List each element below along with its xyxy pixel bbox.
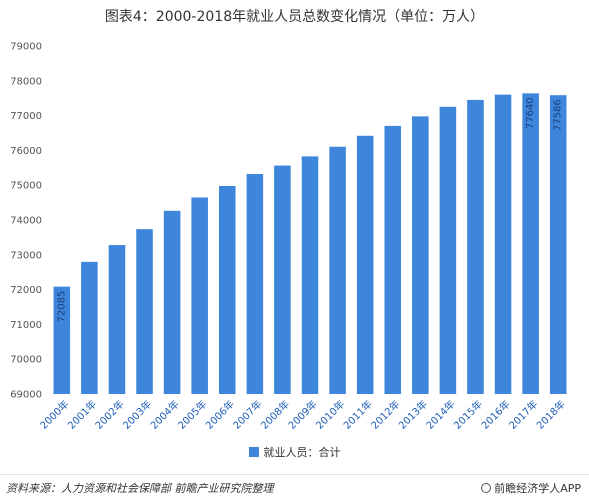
bar (356, 135, 374, 394)
bar (412, 116, 429, 395)
brand: 前瞻经济学人APP (481, 480, 581, 496)
x-tick-label: 2018年 (534, 397, 568, 431)
x-tick-label: 2004年 (147, 397, 181, 431)
y-tick-label: 69000 (10, 390, 42, 401)
x-tick-label: 2005年 (175, 397, 209, 431)
x-tick-label: 2016年 (478, 397, 512, 431)
bar (494, 94, 512, 394)
y-tick-label: 78000 (10, 76, 42, 87)
bar-chart: 69000 70000 71000 72000 73000 74000 75000 76000… (10, 42, 568, 432)
bar (329, 146, 346, 394)
x-tick-label: 2003年 (120, 397, 154, 431)
data-label: 77586 (553, 99, 564, 131)
bar (384, 125, 402, 394)
data-label: 72085 (56, 291, 67, 323)
x-tick-label: 2010年 (313, 397, 347, 431)
x-tick-label: 2015年 (451, 397, 485, 431)
bar (439, 106, 457, 395)
y-tick-label: 70000 (10, 355, 42, 366)
bar (53, 286, 71, 394)
y-tick-label: 74000 (10, 216, 42, 227)
chart-legend: 就业人员：合计 (0, 444, 589, 460)
brand-label: 前瞻经济学人APP (494, 482, 581, 495)
x-tick-label: 2017年 (506, 397, 540, 431)
bar (81, 261, 98, 394)
bar (274, 165, 291, 394)
chart-title: 图表4：2000-2018年就业人员总数变化情况（单位：万人） (104, 9, 485, 25)
bar (301, 156, 319, 394)
bar (163, 210, 181, 394)
y-tick-label: 77000 (10, 111, 42, 122)
data-label: 77640 (525, 97, 536, 129)
bar (136, 229, 153, 394)
bar (218, 185, 236, 394)
x-tick-label: 2001年 (65, 397, 99, 431)
bar (549, 95, 567, 394)
x-tick-label: 2012年 (368, 397, 402, 431)
x-tick-label: 2013年 (396, 397, 430, 431)
bar (191, 197, 208, 394)
bar (108, 245, 126, 394)
y-tick-label: 73000 (10, 250, 42, 261)
x-tick-label: 2007年 (230, 397, 264, 431)
bar (522, 93, 539, 394)
x-tick-label: 2008年 (258, 397, 292, 431)
y-tick-label: 75000 (10, 181, 42, 192)
brand-logo-icon (481, 483, 492, 493)
bar (246, 174, 264, 394)
legend-swatch (248, 447, 259, 457)
x-tick-label: 2000年 (37, 397, 71, 431)
y-tick-label: 79000 (10, 42, 42, 53)
x-tick-label: 2011年 (341, 397, 375, 431)
x-tick-label: 2006年 (203, 397, 237, 431)
source-note: 资料来源：人力资源和社会保障部 前瞻产业研究院整理 (6, 482, 274, 495)
x-tick-label: 2014年 (423, 397, 457, 431)
footer: 资料来源：人力资源和社会保障部 前瞻产业研究院整理 前瞻经济学人APP (0, 474, 589, 501)
x-tick-label: 2009年 (285, 397, 319, 431)
x-tick-label: 2002年 (92, 397, 126, 431)
y-tick-label: 76000 (10, 146, 42, 157)
legend-label: 就业人员：合计 (263, 446, 341, 459)
y-tick-label: 71000 (10, 320, 42, 331)
bar (467, 99, 484, 394)
y-tick-label: 72000 (10, 285, 42, 296)
